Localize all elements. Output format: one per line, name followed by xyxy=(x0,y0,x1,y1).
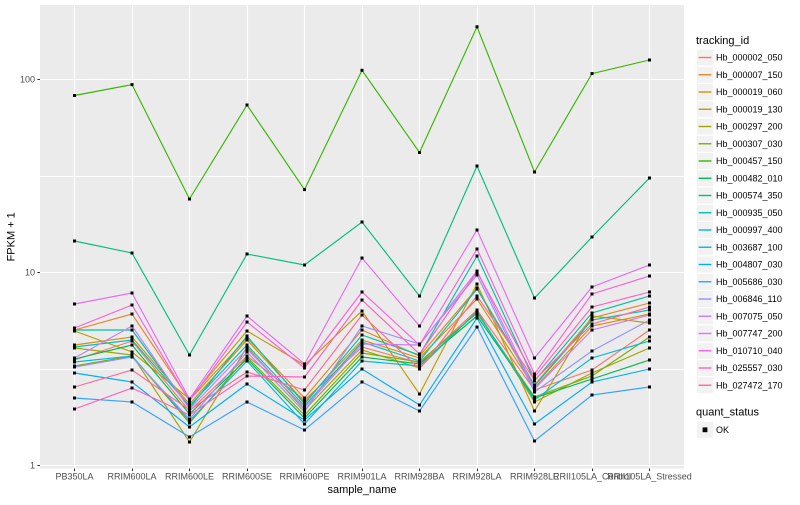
svg-text:Hb_005686_030: Hb_005686_030 xyxy=(716,277,783,287)
svg-text:tracking_id: tracking_id xyxy=(696,35,749,47)
svg-text:Hb_027472_170: Hb_027472_170 xyxy=(716,380,783,390)
svg-text:RRII105LA_Stressed: RRII105LA_Stressed xyxy=(607,472,692,482)
svg-text:OK: OK xyxy=(716,425,729,435)
svg-text:Hb_007075_050: Hb_007075_050 xyxy=(716,311,783,321)
svg-text:RRIM600PE: RRIM600PE xyxy=(279,472,329,482)
svg-text:Hb_006846_110: Hb_006846_110 xyxy=(716,294,782,304)
svg-text:Hb_003687_100: Hb_003687_100 xyxy=(716,242,783,252)
svg-text:RRIM901LA: RRIM901LA xyxy=(337,472,386,482)
svg-text:quant_status: quant_status xyxy=(696,406,759,418)
svg-text:Hb_000997_400: Hb_000997_400 xyxy=(716,225,783,235)
svg-text:RRIM928BA: RRIM928BA xyxy=(394,472,444,482)
svg-text:RRIM600LA: RRIM600LA xyxy=(107,472,156,482)
svg-text:PB350LA: PB350LA xyxy=(55,472,93,482)
svg-text:Hb_000457_150: Hb_000457_150 xyxy=(716,156,783,166)
svg-text:RRIM928LA: RRIM928LA xyxy=(452,472,501,482)
svg-text:Hb_000007_150: Hb_000007_150 xyxy=(716,70,783,80)
svg-text:Hb_000574_350: Hb_000574_350 xyxy=(716,191,783,201)
svg-text:10: 10 xyxy=(25,268,35,278)
svg-text:FPKM + 1: FPKM + 1 xyxy=(6,212,18,261)
svg-text:100: 100 xyxy=(20,75,35,85)
svg-text:Hb_000297_200: Hb_000297_200 xyxy=(716,122,783,132)
svg-text:Hb_000002_050: Hb_000002_050 xyxy=(716,53,783,63)
svg-text:sample_name: sample_name xyxy=(327,484,396,496)
svg-text:Hb_000482_010: Hb_000482_010 xyxy=(716,173,783,183)
svg-text:Hb_000935_050: Hb_000935_050 xyxy=(716,208,783,218)
svg-text:1: 1 xyxy=(30,461,35,471)
svg-text:Hb_010710_040: Hb_010710_040 xyxy=(716,346,783,356)
svg-text:Hb_004807_030: Hb_004807_030 xyxy=(716,260,783,270)
svg-text:Hb_025557_030: Hb_025557_030 xyxy=(716,363,783,373)
svg-text:Hb_007747_200: Hb_007747_200 xyxy=(716,329,783,339)
svg-text:Hb_000019_130: Hb_000019_130 xyxy=(716,104,783,114)
svg-text:Hb_000307_030: Hb_000307_030 xyxy=(716,139,783,149)
svg-text:Hb_000019_060: Hb_000019_060 xyxy=(716,87,783,97)
svg-text:RRII105LA_Control: RRII105LA_Control xyxy=(553,472,631,482)
svg-text:RRIM600SE: RRIM600SE xyxy=(222,472,272,482)
svg-text:RRIM600LE: RRIM600LE xyxy=(165,472,214,482)
svg-text:RRIM928LE: RRIM928LE xyxy=(510,472,559,482)
